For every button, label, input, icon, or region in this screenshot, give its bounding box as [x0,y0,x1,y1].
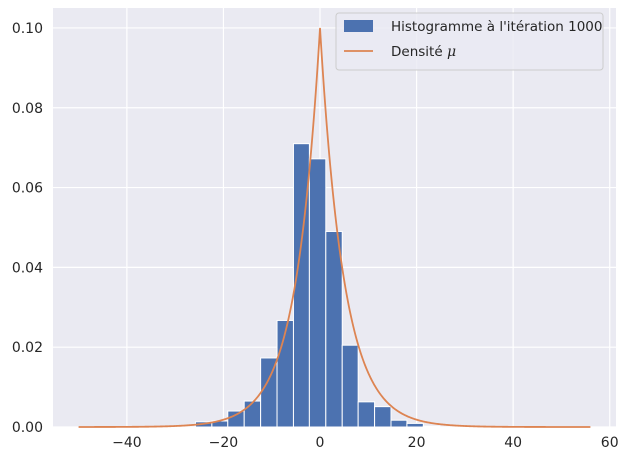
y-tick-label: 0.04 [12,260,43,276]
x-tick-label: −40 [112,435,142,451]
y-tick-label: 0.10 [12,21,43,37]
legend-label-density: Densité μ [391,44,456,60]
x-tick-label: 60 [601,435,619,451]
x-tick-label: 0 [316,435,325,451]
x-axis-ticks: −40 −20 0 20 40 60 [112,435,619,451]
histogram-bar [374,406,392,428]
histogram-bar [243,400,262,428]
histogram-bar [325,230,343,428]
histogram-bar [357,401,376,428]
legend-label-histogram: Histogramme à l'itération 1000 [391,19,603,35]
x-tick-label: 20 [408,435,426,451]
density-line [78,27,591,428]
histogram-bar [422,425,441,428]
legend: Histogramme à l'itération 1000 Densité μ [335,12,604,71]
histogram-bar [341,344,359,428]
y-tick-label: 0.06 [12,181,43,197]
legend-box [335,12,604,71]
histogram-bars [194,143,441,428]
histogram-bar [227,410,245,428]
legend-label-density-text: Densité [391,44,443,60]
legend-label-density-symbol: μ [447,44,456,60]
y-tick-label: 0.08 [12,101,43,117]
legend-swatch-histogram [344,20,373,32]
x-tick-label: −20 [209,435,239,451]
y-tick-label: 0.02 [12,340,43,356]
x-tick-label: 40 [504,435,522,451]
histogram-bar [390,419,408,428]
histogram-bar [308,158,327,428]
histogram-bar [276,319,294,428]
y-axis-ticks: 0.00 0.02 0.04 0.06 0.08 0.10 [12,21,43,436]
histogram-bar [406,422,424,428]
y-tick-label: 0.00 [12,420,43,436]
